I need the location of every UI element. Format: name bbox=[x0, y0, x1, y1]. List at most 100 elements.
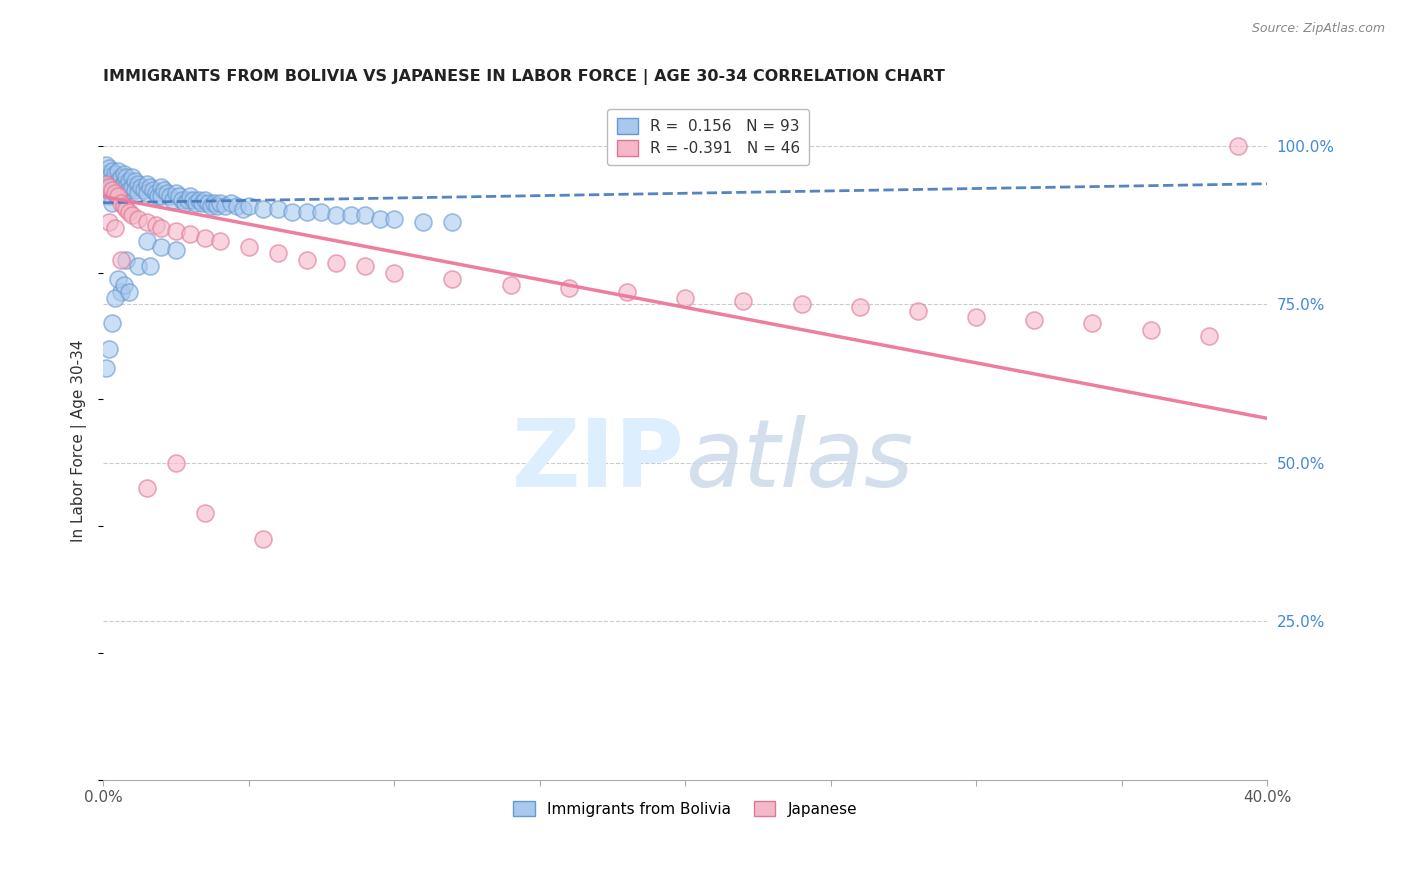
Point bbox=[150, 180, 173, 194]
Point bbox=[135, 177, 157, 191]
Point bbox=[1024, 313, 1046, 327]
Point bbox=[145, 218, 167, 232]
Y-axis label: In Labor Force | Age 30-34: In Labor Force | Age 30-34 bbox=[72, 339, 87, 541]
Point bbox=[238, 199, 260, 213]
Point bbox=[179, 189, 201, 203]
Point bbox=[382, 211, 405, 226]
Point bbox=[173, 195, 195, 210]
Point bbox=[165, 224, 187, 238]
Point bbox=[194, 507, 217, 521]
Point bbox=[124, 183, 146, 197]
Point bbox=[127, 259, 149, 273]
Point bbox=[354, 209, 377, 223]
Point bbox=[412, 215, 434, 229]
Point bbox=[165, 244, 187, 258]
Point bbox=[101, 195, 124, 210]
Point bbox=[115, 202, 138, 216]
Point bbox=[101, 164, 124, 178]
Point bbox=[132, 183, 155, 197]
Point bbox=[112, 167, 135, 181]
Point bbox=[101, 183, 124, 197]
Point bbox=[441, 215, 464, 229]
Point bbox=[104, 221, 127, 235]
Point bbox=[965, 310, 987, 324]
Point bbox=[98, 161, 121, 175]
Point bbox=[441, 272, 464, 286]
Point bbox=[267, 246, 290, 260]
Point bbox=[104, 167, 127, 181]
Point bbox=[354, 259, 377, 273]
Text: IMMIGRANTS FROM BOLIVIA VS JAPANESE IN LABOR FORCE | AGE 30-34 CORRELATION CHART: IMMIGRANTS FROM BOLIVIA VS JAPANESE IN L… bbox=[103, 69, 945, 85]
Point bbox=[98, 215, 121, 229]
Point bbox=[112, 199, 135, 213]
Point bbox=[1081, 316, 1104, 330]
Point bbox=[110, 252, 132, 267]
Point bbox=[1139, 322, 1161, 336]
Legend: Immigrants from Bolivia, Japanese: Immigrants from Bolivia, Japanese bbox=[508, 795, 863, 822]
Point bbox=[848, 301, 870, 315]
Point bbox=[127, 211, 149, 226]
Point bbox=[339, 209, 361, 223]
Point bbox=[183, 193, 205, 207]
Point bbox=[179, 227, 201, 242]
Point bbox=[150, 189, 173, 203]
Point bbox=[238, 240, 260, 254]
Point bbox=[104, 186, 127, 201]
Point bbox=[98, 180, 121, 194]
Point bbox=[101, 183, 124, 197]
Point bbox=[208, 234, 231, 248]
Point bbox=[252, 532, 274, 546]
Point bbox=[197, 195, 219, 210]
Point bbox=[118, 285, 141, 299]
Text: atlas: atlas bbox=[685, 416, 914, 507]
Point bbox=[219, 195, 242, 210]
Point bbox=[110, 195, 132, 210]
Point bbox=[145, 186, 167, 201]
Point bbox=[295, 252, 318, 267]
Point bbox=[135, 234, 157, 248]
Point bbox=[232, 202, 254, 216]
Point bbox=[214, 199, 236, 213]
Point bbox=[107, 272, 129, 286]
Point bbox=[558, 281, 581, 295]
Point bbox=[176, 193, 198, 207]
Point bbox=[139, 259, 162, 273]
Point bbox=[194, 193, 217, 207]
Point bbox=[110, 180, 132, 194]
Point bbox=[127, 177, 149, 191]
Point bbox=[94, 167, 117, 181]
Point bbox=[135, 481, 157, 495]
Point bbox=[205, 199, 228, 213]
Point bbox=[118, 205, 141, 219]
Point bbox=[790, 297, 813, 311]
Point bbox=[252, 202, 274, 216]
Point bbox=[1226, 138, 1249, 153]
Point bbox=[118, 173, 141, 187]
Point bbox=[101, 173, 124, 187]
Point bbox=[673, 291, 696, 305]
Point bbox=[368, 211, 391, 226]
Point bbox=[110, 170, 132, 185]
Point bbox=[115, 180, 138, 194]
Point bbox=[104, 177, 127, 191]
Point bbox=[101, 316, 124, 330]
Point bbox=[267, 202, 290, 216]
Point bbox=[208, 195, 231, 210]
Point bbox=[135, 186, 157, 201]
Point bbox=[311, 205, 333, 219]
Point bbox=[94, 177, 117, 191]
Point bbox=[159, 189, 181, 203]
Point bbox=[142, 183, 165, 197]
Point bbox=[156, 186, 179, 201]
Point bbox=[94, 177, 117, 191]
Text: Source: ZipAtlas.com: Source: ZipAtlas.com bbox=[1251, 22, 1385, 36]
Point bbox=[226, 199, 249, 213]
Point bbox=[110, 285, 132, 299]
Point bbox=[98, 180, 121, 194]
Point bbox=[98, 342, 121, 356]
Point bbox=[165, 456, 187, 470]
Point bbox=[202, 195, 225, 210]
Point bbox=[104, 186, 127, 201]
Point bbox=[165, 186, 187, 201]
Text: ZIP: ZIP bbox=[512, 415, 685, 507]
